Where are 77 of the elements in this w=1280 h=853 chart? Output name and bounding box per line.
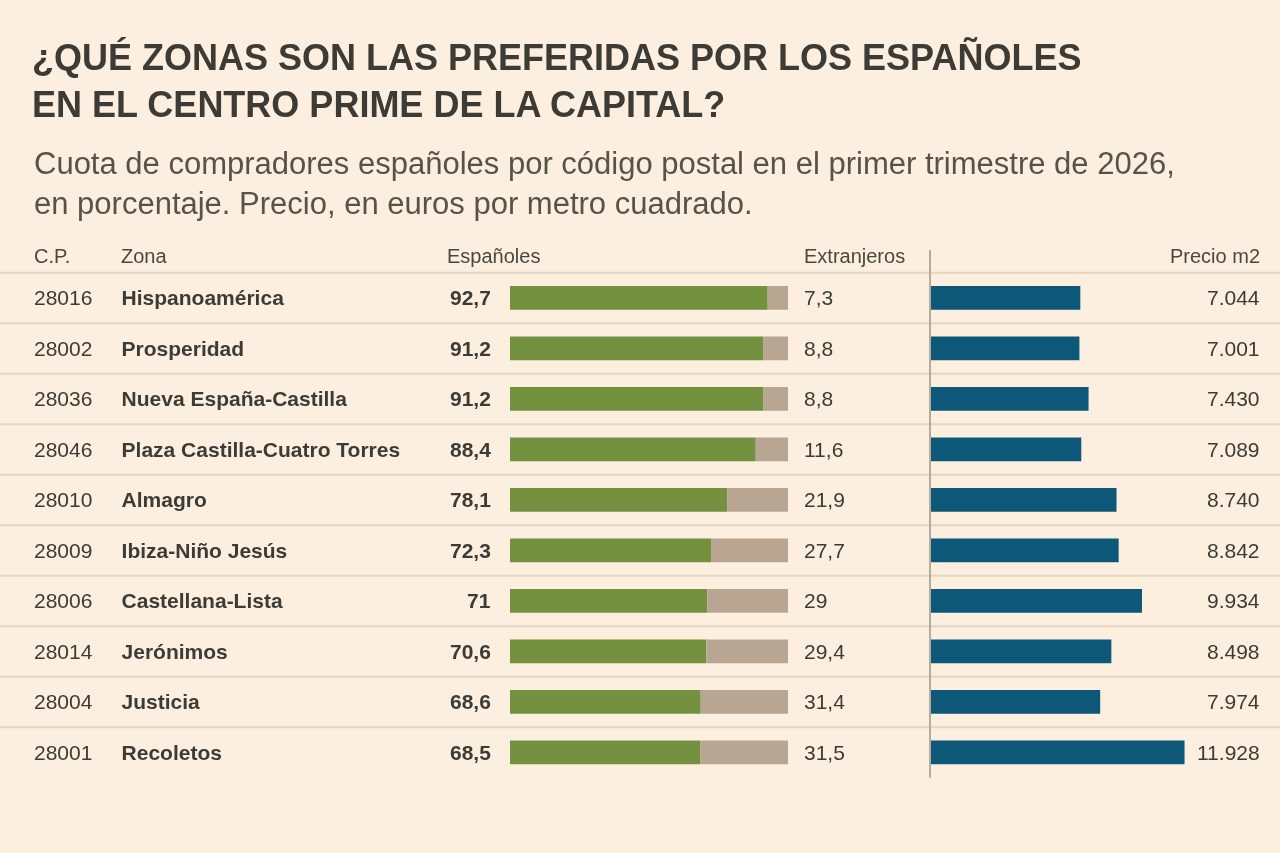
series-label: Españoles (447, 245, 541, 267)
chart-title: ¿QUÉ ZONAS SON LAS PREFERIDAS POR LOS ESPAÑOLES EN EL CENTRO PRIME DE LA CAPITAL? (32, 35, 1082, 125)
data-label: 9.934 (1207, 589, 1260, 612)
category-label: 28006 Castellana-Lista (34, 589, 283, 612)
data-label: 68,6 (450, 690, 491, 713)
category-label: 28046 Plaza Castilla-Cuatro Torres (34, 438, 401, 461)
category-label: 28001 Recoletos (34, 741, 222, 764)
category-label: 28016 Hispanoamérica (34, 286, 284, 309)
bar (930, 740, 1185, 765)
bar (510, 488, 728, 512)
bar (700, 740, 788, 765)
data-label: 72,3 (450, 539, 491, 562)
data-label: 7.089 (1207, 438, 1260, 461)
data-label: 31,4 (804, 690, 846, 713)
bar (930, 286, 1081, 310)
data-label: 78,1 (450, 488, 492, 511)
bar (510, 336, 764, 361)
data-label: 91,2 (450, 387, 491, 410)
bar (510, 690, 701, 714)
data-label: 70,6 (450, 640, 491, 663)
data-label: 68,5 (450, 741, 492, 764)
bar (727, 488, 788, 512)
data-label: 7.974 (1207, 690, 1260, 713)
data-label: 91,2 (450, 337, 491, 360)
bar (763, 336, 788, 361)
bar (510, 286, 768, 310)
bar (930, 639, 1112, 664)
category-label: 28010 Almagro (34, 488, 207, 511)
data-label: 29 (804, 589, 828, 612)
data-label: 21,9 (804, 488, 845, 511)
bar (510, 387, 764, 411)
data-label: 8,8 (804, 337, 834, 360)
category-label: 28036 Nueva España-Castilla (34, 387, 347, 410)
data-label: 7.001 (1207, 337, 1260, 360)
bar (767, 286, 788, 310)
series-label: Extranjeros (804, 245, 906, 267)
bar (930, 538, 1119, 563)
bar (930, 488, 1117, 512)
bar (930, 387, 1089, 411)
data-label: 31,5 (804, 741, 845, 764)
data-label: 7.044 (1207, 286, 1260, 309)
bar (710, 538, 788, 563)
y-axis-title: Zona (121, 245, 168, 267)
bar (930, 589, 1142, 613)
bar (706, 639, 788, 664)
chart-subtitle: Cuota de compradores españoles por código postal en el primer trimestre de 2026, en porcentaje. Precio, en euros por metro cuadrado. (34, 146, 1175, 222)
data-label: 7,3 (804, 286, 834, 309)
data-label: 92,7 (450, 286, 491, 309)
bar (763, 387, 788, 411)
data-label: 27,7 (804, 539, 845, 562)
bar (510, 437, 756, 462)
data-label: 11,6 (804, 438, 844, 461)
text: Precio m2 (1170, 245, 1261, 267)
category-label: 28002 Prosperidad (34, 337, 245, 360)
bar (930, 336, 1080, 361)
data-label: 8.740 (1207, 488, 1260, 511)
bar (707, 589, 788, 613)
bar (510, 740, 701, 765)
data-label: 88,4 (450, 438, 492, 461)
data-label: 7.430 (1207, 387, 1260, 410)
bar (510, 639, 707, 664)
data-label: 8.842 (1207, 539, 1260, 562)
bar (930, 437, 1082, 462)
bar (510, 589, 708, 613)
data-label: 8,8 (804, 387, 834, 410)
data-label: 71 (467, 589, 491, 612)
data-label: 29,4 (804, 640, 846, 663)
text: C.P. (34, 245, 71, 267)
category-label: 28014 Jerónimos (34, 640, 228, 663)
bar (510, 538, 711, 563)
category-label: 28009 Ibiza-Niño Jesús (34, 539, 288, 562)
data-label: 11.928 (1197, 741, 1260, 764)
bar (700, 690, 788, 714)
data-label: 8.498 (1207, 640, 1260, 663)
category-label: 28004 Justicia (34, 690, 200, 713)
bar (930, 690, 1101, 714)
bar (755, 437, 788, 462)
